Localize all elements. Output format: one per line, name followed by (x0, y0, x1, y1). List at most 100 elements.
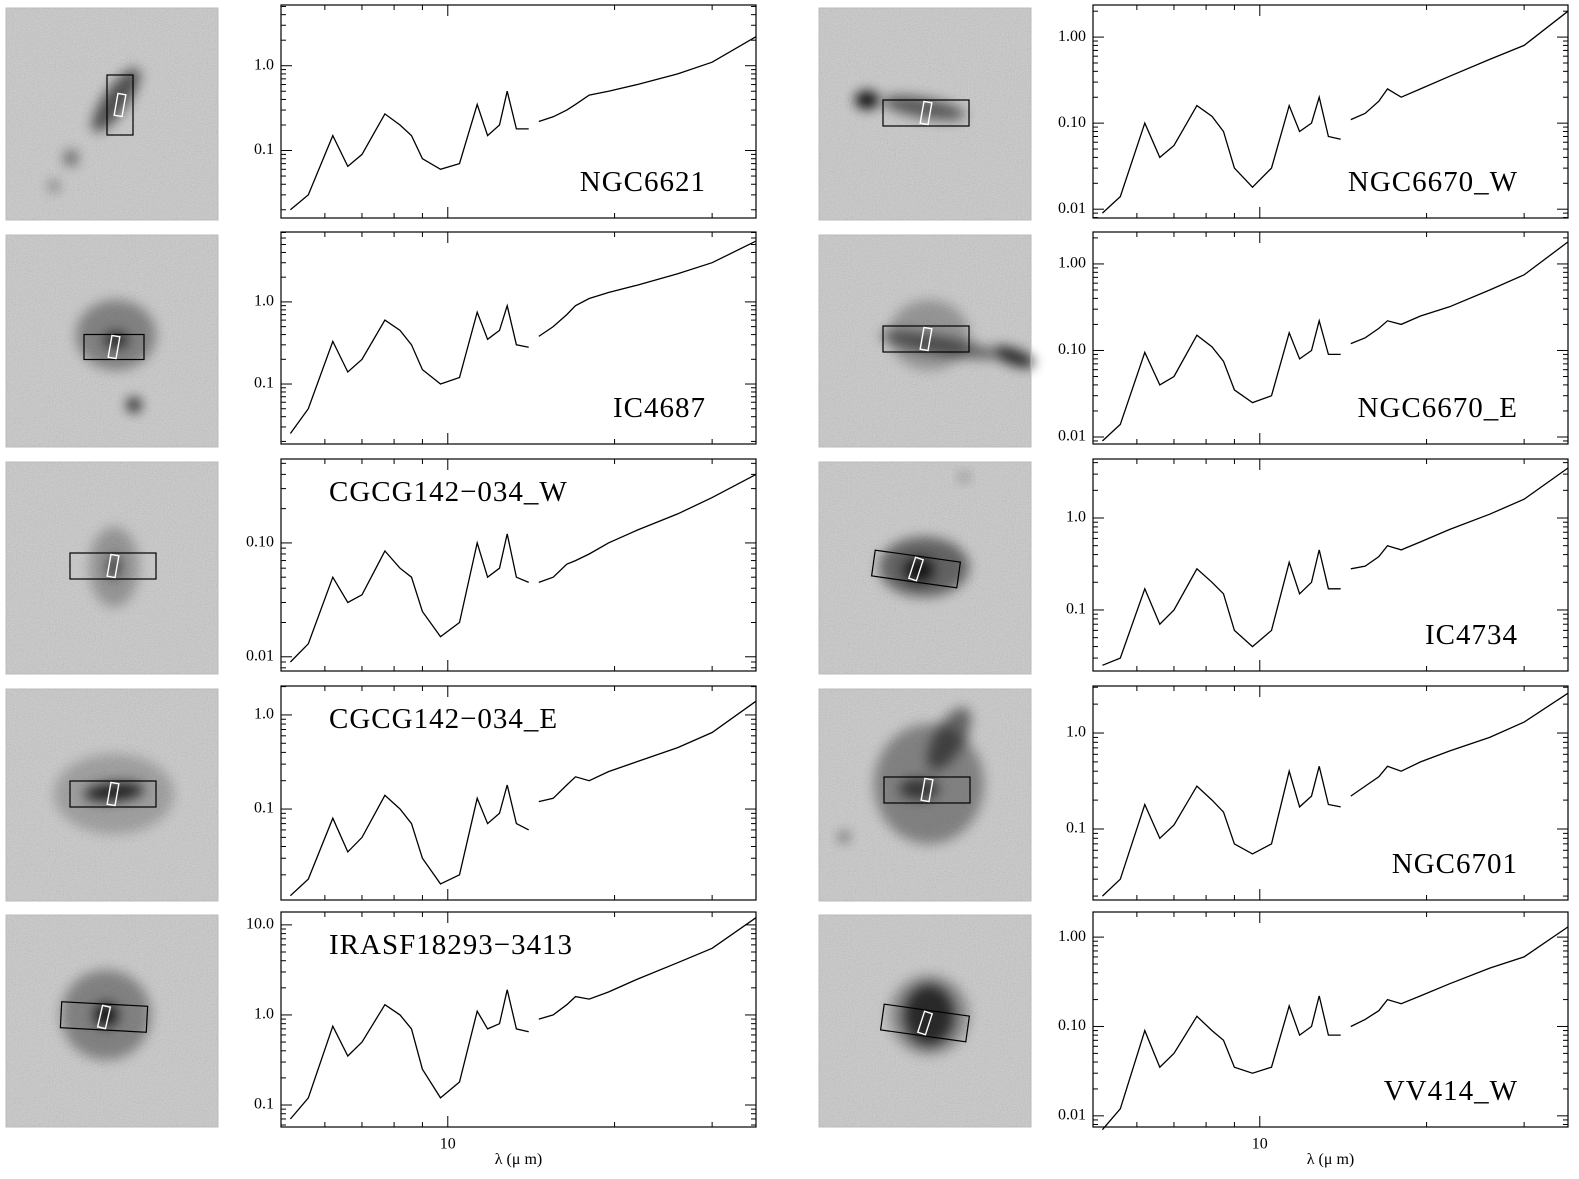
y-tick-label: 0.01 (1058, 428, 1086, 445)
galaxy-emission (855, 91, 879, 109)
y-tick-label: 0.1 (254, 1096, 274, 1113)
y-tick-label: 1.00 (1058, 255, 1086, 272)
x-tick-label: 10 (440, 1136, 456, 1153)
image-border (818, 688, 1032, 902)
spectrum-label: VV414_W (1384, 1075, 1518, 1107)
aperture-box (69, 780, 157, 808)
slit-box (96, 1004, 112, 1030)
galaxy-image (818, 234, 1035, 448)
image-border (5, 688, 219, 902)
galaxy-emission (904, 558, 934, 582)
slit-box (106, 781, 120, 807)
y-tick-label: 1.00 (1058, 928, 1086, 945)
plot-frame (1092, 4, 1569, 219)
galaxy-emission (882, 95, 966, 121)
spectrum-label: CGCG142−034_W (329, 476, 568, 508)
plot-frame (280, 231, 757, 445)
galaxy-emission (889, 300, 969, 370)
y-tick-label: 0.1 (254, 800, 274, 817)
plot-frame (1092, 458, 1569, 672)
y-tick-label: 1.0 (254, 56, 274, 73)
galaxy-emission (993, 346, 1035, 368)
y-tick-label: 0.10 (1058, 114, 1086, 131)
galaxy-emission (927, 707, 971, 771)
spectrum-line (289, 240, 757, 434)
galaxy-emission (127, 398, 141, 412)
galaxy-image (818, 7, 1032, 221)
spectrum-line (1101, 241, 1569, 442)
y-tick-label: 1.0 (254, 706, 274, 723)
image-border (818, 914, 1032, 1128)
galaxy-emission (960, 473, 968, 481)
galaxy-image (5, 7, 219, 221)
spectrum-line (289, 473, 757, 663)
galaxy-emission (889, 975, 969, 1055)
slit-box (919, 326, 933, 352)
galaxy-image (5, 688, 219, 902)
y-tick-label: 0.1 (1066, 601, 1086, 618)
slit-box (907, 556, 925, 582)
aperture-box (69, 552, 157, 580)
spectrum-label: NGC6621 (580, 166, 706, 198)
aperture-box (882, 325, 970, 353)
aperture-box (83, 333, 145, 361)
y-tick-label: 1.00 (1058, 28, 1086, 45)
galaxy-emission (899, 779, 939, 799)
slit-box (106, 553, 120, 579)
spectrum-label: NGC6670_E (1358, 392, 1518, 424)
galaxy-image (5, 914, 219, 1128)
x-axis-label: λ (μ m) (495, 1151, 542, 1168)
y-tick-label: 0.01 (1058, 1107, 1086, 1124)
spectrum-line (289, 917, 757, 1120)
image-border (818, 234, 1032, 448)
y-tick-label: 0.01 (1058, 200, 1086, 217)
spectrum-line (1102, 467, 1569, 666)
spectrum-label: NGC6701 (1392, 848, 1518, 880)
slit-box (920, 777, 934, 803)
y-tick-label: 0.01 (246, 647, 274, 664)
y-tick-label: 1.0 (254, 1006, 274, 1023)
spectrum-label: NGC6670_W (1348, 166, 1518, 198)
spectrum-label: IRASF18293−3413 (329, 929, 573, 961)
spectrum-label: IC4687 (613, 392, 706, 424)
y-tick-label: 1.0 (1066, 724, 1086, 741)
y-tick-label: 1.0 (1066, 509, 1086, 526)
x-tick-label: 10 (1252, 1136, 1268, 1153)
image-border (818, 7, 1032, 221)
galaxy-emission (49, 181, 59, 191)
image-border (818, 461, 1032, 675)
slit-box (916, 1010, 934, 1036)
galaxy-image (818, 688, 1032, 902)
galaxy-image (818, 914, 1032, 1128)
y-tick-label: 10.0 (246, 916, 274, 933)
aperture-box (106, 74, 134, 136)
aperture-box (870, 549, 962, 589)
plot-frame (1092, 911, 1569, 1128)
aperture-box (879, 1003, 971, 1043)
plot-frame (280, 4, 757, 219)
galaxy-emission (54, 754, 174, 834)
y-tick-label: 0.1 (254, 141, 274, 158)
slit-box (919, 100, 933, 126)
y-tick-label: 1.0 (254, 293, 274, 310)
image-border (5, 7, 219, 221)
y-tick-label: 0.10 (1058, 1017, 1086, 1034)
galaxy-image (818, 461, 1032, 675)
spectrum-label: IC4734 (1425, 619, 1518, 651)
slit-box (107, 334, 121, 360)
galaxy-emission (839, 832, 849, 842)
aperture-box (59, 1001, 149, 1033)
image-border (5, 461, 219, 675)
spectrum-line (289, 700, 757, 897)
aperture-box (883, 776, 971, 804)
plot-frame (1092, 231, 1569, 445)
y-tick-label: 0.1 (254, 375, 274, 392)
galaxy-image (5, 461, 219, 675)
y-tick-label: 0.1 (1066, 820, 1086, 837)
aperture-box (882, 99, 970, 127)
galaxy-emission (64, 150, 78, 166)
galaxy-emission (108, 555, 120, 579)
spectrum-line (1101, 10, 1569, 214)
